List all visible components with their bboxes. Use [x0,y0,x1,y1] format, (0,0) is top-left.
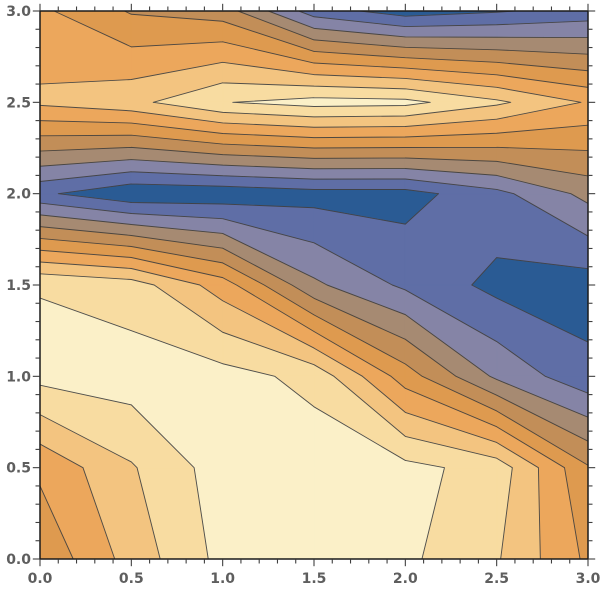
x-tick-label: 0.0 [28,571,53,587]
contour-band [222,467,315,560]
contour-bands [39,10,589,560]
y-tick-label: 0.5 [6,461,31,477]
x-tick-label: 2.5 [484,571,509,587]
plot-frame [39,10,589,560]
y-tick-label: 1.0 [6,369,31,385]
y-tick-label: 0.0 [6,552,31,568]
x-tick-label: 1.5 [302,571,327,587]
contour-band [313,467,406,560]
y-tick-label: 2.0 [6,187,31,203]
axis-ticks [32,3,596,567]
x-tick-label: 3.0 [576,571,600,587]
x-tick-label: 1.0 [210,571,235,587]
x-tick-label: 0.5 [119,571,144,587]
y-tick-label: 2.5 [6,95,31,111]
y-tick-label: 3.0 [6,4,31,20]
contour-lines [39,10,589,560]
y-tick-label: 1.5 [6,278,31,294]
axis-tick-labels: 0.0 0.5 1.0 1.5 2.0 2.5 3.0 0.0 0.5 1.0 1.5 2.0 2.5 3… [6,4,600,587]
x-tick-label: 2.0 [393,571,418,587]
